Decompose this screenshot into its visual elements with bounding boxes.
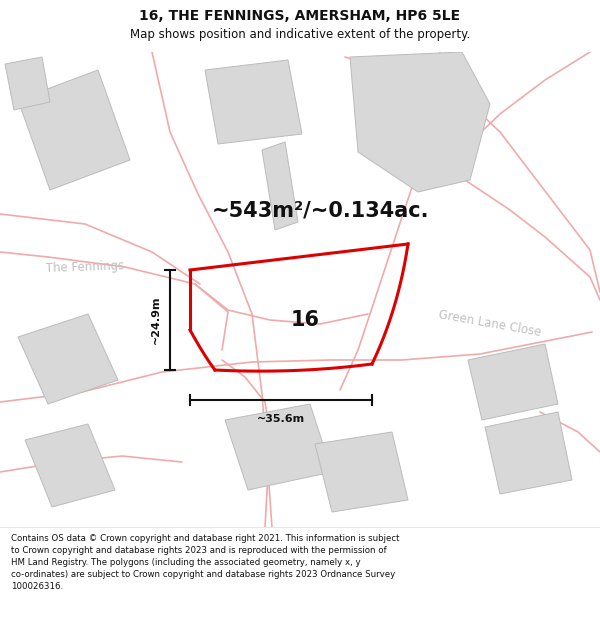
Text: Green Lane Close: Green Lane Close <box>437 309 542 339</box>
Text: 16, THE FENNINGS, AMERSHAM, HP6 5LE: 16, THE FENNINGS, AMERSHAM, HP6 5LE <box>139 9 461 23</box>
Text: The Fennings: The Fennings <box>46 259 124 275</box>
Text: ~35.6m: ~35.6m <box>257 414 305 424</box>
Text: Contains OS data © Crown copyright and database right 2021. This information is : Contains OS data © Crown copyright and d… <box>11 534 400 591</box>
Text: Map shows position and indicative extent of the property.: Map shows position and indicative extent… <box>130 28 470 41</box>
Polygon shape <box>350 52 490 192</box>
Polygon shape <box>5 57 50 110</box>
Polygon shape <box>485 412 572 494</box>
Polygon shape <box>262 142 298 230</box>
Text: ~24.9m: ~24.9m <box>151 296 161 344</box>
Text: 16: 16 <box>290 310 320 330</box>
Polygon shape <box>18 314 118 404</box>
Polygon shape <box>468 344 558 420</box>
Polygon shape <box>205 60 302 144</box>
Text: ~543m²/~0.134ac.: ~543m²/~0.134ac. <box>211 200 429 220</box>
Polygon shape <box>315 432 408 512</box>
Polygon shape <box>25 424 115 507</box>
Polygon shape <box>225 404 332 490</box>
Polygon shape <box>18 70 130 190</box>
